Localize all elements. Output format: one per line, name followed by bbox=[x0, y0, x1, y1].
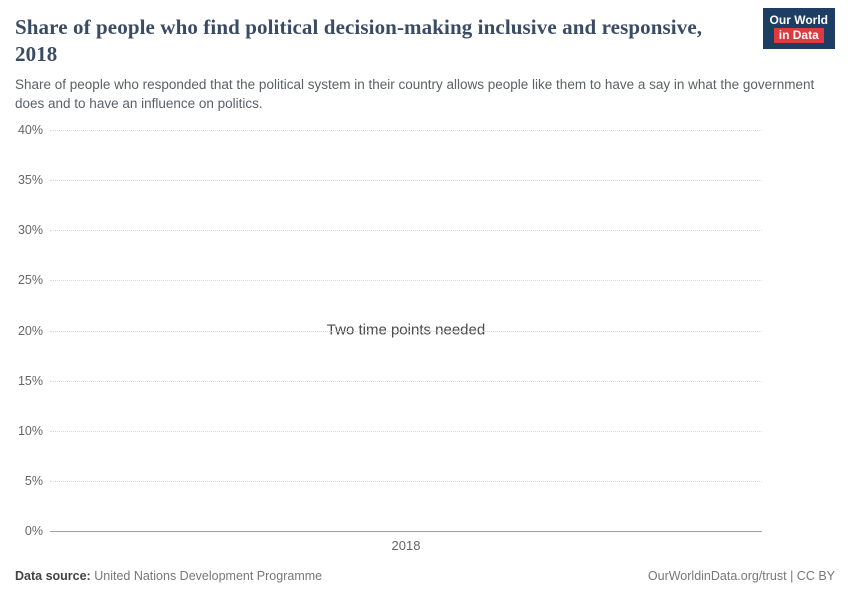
y-tick-label: 0% bbox=[24, 524, 43, 538]
y-tick-label: 30% bbox=[17, 223, 43, 238]
chart-footer: Data source: United Nations Development … bbox=[15, 569, 835, 583]
y-tick-label: 15% bbox=[17, 373, 43, 388]
gridline bbox=[50, 180, 762, 182]
x-axis-line bbox=[50, 531, 762, 532]
y-tick-label: 25% bbox=[17, 273, 43, 288]
gridline bbox=[50, 280, 762, 282]
chart-subtitle: Share of people who responded that the p… bbox=[15, 77, 815, 111]
y-tick-label: 40% bbox=[17, 123, 43, 137]
plot-area: Two time points needed 2018 40% 35% 30% 25%… bbox=[15, 123, 762, 553]
gridline bbox=[50, 130, 762, 131]
owid-logo-line1: Our World bbox=[769, 13, 828, 27]
owid-credit-link[interactable]: OurWorldinData.org/trust | CC BY bbox=[647, 569, 835, 583]
data-source-label: Data source: bbox=[15, 569, 91, 583]
owid-logo-line2: in Data bbox=[773, 28, 824, 43]
gridline bbox=[50, 230, 762, 232]
y-tick-label: 5% bbox=[24, 473, 43, 488]
y-tick-label: 35% bbox=[17, 173, 43, 188]
gridline bbox=[50, 380, 762, 382]
data-source: Data source: United Nations Development … bbox=[15, 569, 322, 583]
data-source-value: United Nations Development Programme bbox=[94, 569, 323, 583]
owid-logo[interactable]: Our World in Data bbox=[762, 8, 835, 49]
y-tick-label: 20% bbox=[17, 323, 43, 338]
x-tick-label: 2018 bbox=[391, 538, 421, 553]
gridline bbox=[50, 480, 762, 482]
chart-empty-message: Two time points needed bbox=[326, 321, 486, 339]
y-tick-label: 10% bbox=[17, 423, 43, 438]
chart-title: Share of people who find political decis… bbox=[15, 15, 703, 66]
gridline bbox=[50, 430, 762, 432]
gridline bbox=[50, 330, 762, 332]
